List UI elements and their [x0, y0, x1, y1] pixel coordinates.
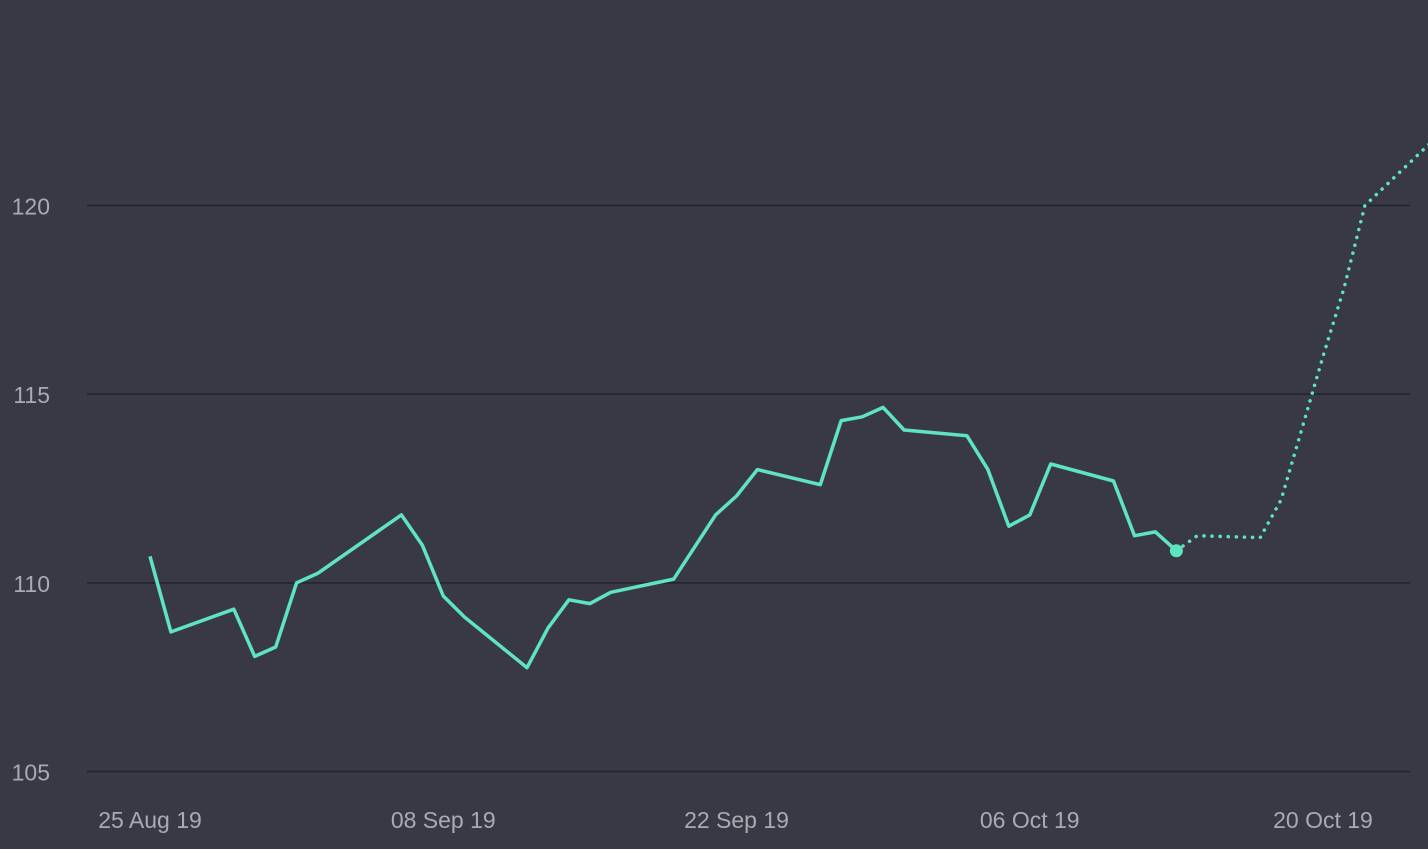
- y-tick-label: 105: [12, 760, 50, 786]
- forecast-series-line: [1174, 142, 1428, 553]
- grid-lines: [87, 204, 1410, 773]
- y-tick-label: 115: [13, 382, 50, 408]
- x-tick-label: 06 Oct 19: [980, 807, 1080, 833]
- price-series-line: [148, 405, 1178, 670]
- data-point-marker[interactable]: [1169, 544, 1183, 558]
- series-layer: [148, 142, 1428, 670]
- y-tick-label: 110: [13, 571, 50, 597]
- x-axis-tick-labels: 25 Aug 19 08 Sep 19 22 Sep 19 06 Oct 19 20 O…: [98, 807, 1373, 833]
- x-tick-label: 25 Aug 19: [98, 807, 202, 833]
- x-tick-label: 08 Sep 19: [391, 807, 496, 833]
- x-tick-label: 20 Oct 19: [1273, 807, 1373, 833]
- y-axis-tick-labels: 105 110 115 120: [12, 194, 50, 786]
- marker-layer: [1169, 544, 1183, 558]
- x-tick-label: 22 Sep 19: [684, 807, 789, 833]
- y-tick-label: 120: [12, 194, 50, 220]
